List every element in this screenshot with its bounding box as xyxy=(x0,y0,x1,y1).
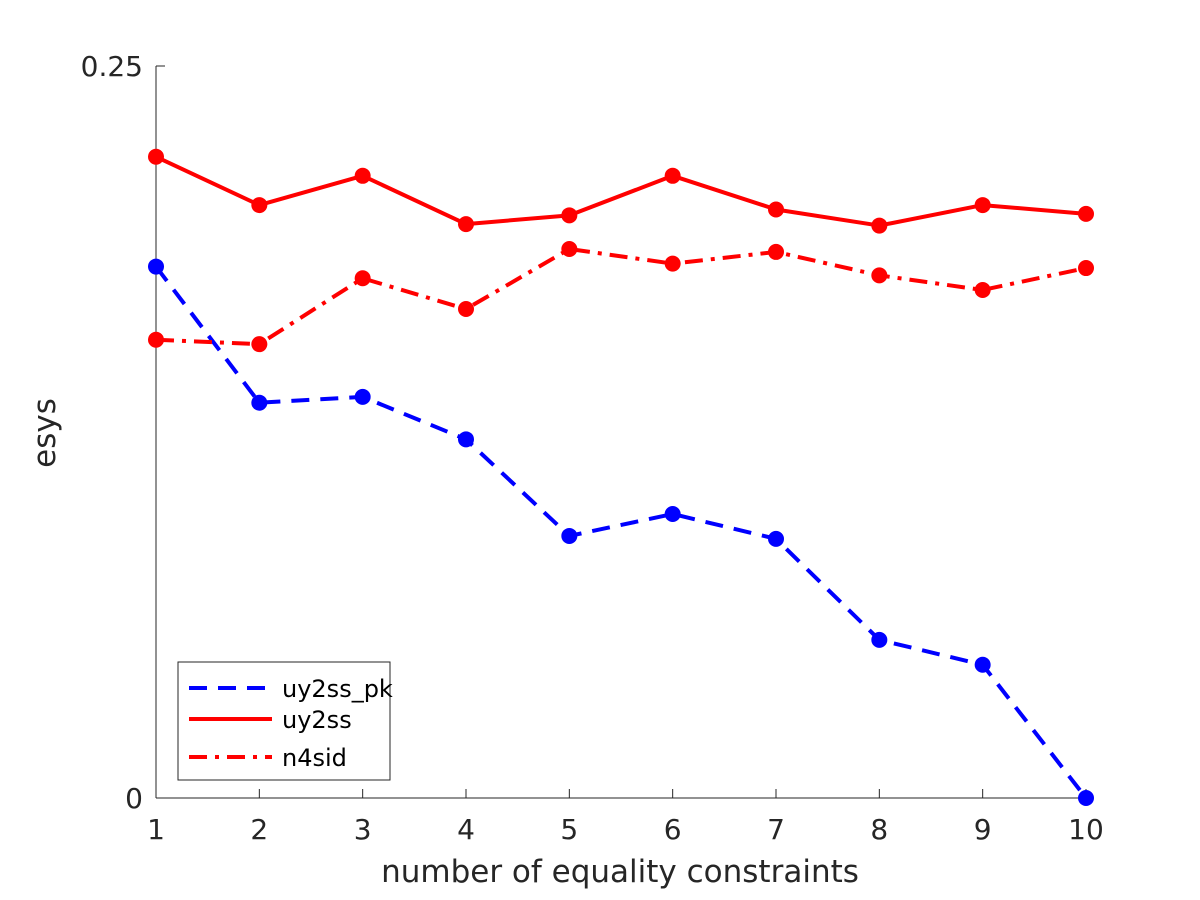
data-point xyxy=(664,255,681,272)
data-point xyxy=(458,216,474,233)
data-point xyxy=(251,394,268,411)
x-tick-label: 9 xyxy=(974,813,992,846)
data-point xyxy=(768,530,784,547)
data-point xyxy=(974,656,991,673)
data-point xyxy=(1078,260,1094,277)
data-point xyxy=(1078,790,1094,806)
x-tick-label: 10 xyxy=(1068,813,1104,846)
x-axis-label: number of equality constraints xyxy=(381,854,859,890)
data-point xyxy=(251,336,268,353)
data-point xyxy=(561,207,578,224)
legend-label: uy2ss xyxy=(282,706,352,734)
series-line xyxy=(155,247,1087,347)
data-point xyxy=(768,243,784,260)
x-tick-label: 6 xyxy=(664,813,682,846)
x-tick-label: 2 xyxy=(250,813,268,846)
series-line xyxy=(155,154,1087,228)
x-tick-label: 7 xyxy=(767,813,785,846)
y-axis-label: esys xyxy=(27,398,63,468)
data-point xyxy=(354,270,371,287)
data-point xyxy=(561,527,578,544)
data-point xyxy=(1078,205,1094,222)
data-point xyxy=(871,631,888,648)
data-point xyxy=(561,241,578,257)
series-uy2ss xyxy=(148,148,1094,234)
series-layer xyxy=(148,148,1094,806)
series-n4sid xyxy=(148,241,1094,353)
data-point xyxy=(458,301,474,318)
x-tick-label: 3 xyxy=(354,813,372,846)
data-point xyxy=(354,388,371,405)
series-uy2ss_pk xyxy=(148,258,1094,806)
data-point xyxy=(974,197,991,214)
legend: uy2ss_pk uy2ss n4sid xyxy=(177,661,393,781)
data-point xyxy=(251,197,268,214)
data-point xyxy=(974,281,991,298)
data-point xyxy=(664,167,681,184)
x-tick-label: 4 xyxy=(457,813,475,846)
y-tick-label: 0.25 xyxy=(81,50,143,83)
data-point xyxy=(768,201,784,218)
legend-label: n4sid xyxy=(282,744,347,772)
data-point xyxy=(458,431,474,448)
data-point xyxy=(148,331,164,348)
legend-label: uy2ss_pk xyxy=(282,675,393,703)
data-point xyxy=(148,258,164,275)
series-line xyxy=(154,265,1088,800)
x-tick-label: 5 xyxy=(560,813,578,846)
data-point xyxy=(664,505,681,522)
y-tick-label: 0 xyxy=(125,782,143,815)
data-point xyxy=(148,148,164,165)
data-point xyxy=(871,267,888,284)
x-tick-label: 8 xyxy=(870,813,888,846)
data-point xyxy=(354,167,371,184)
data-point xyxy=(871,217,888,234)
x-tick-label: 1 xyxy=(147,813,165,846)
tick-labels: 1 2 3 4 5 6 7 8 9 10 0 0.25 xyxy=(81,50,1104,846)
